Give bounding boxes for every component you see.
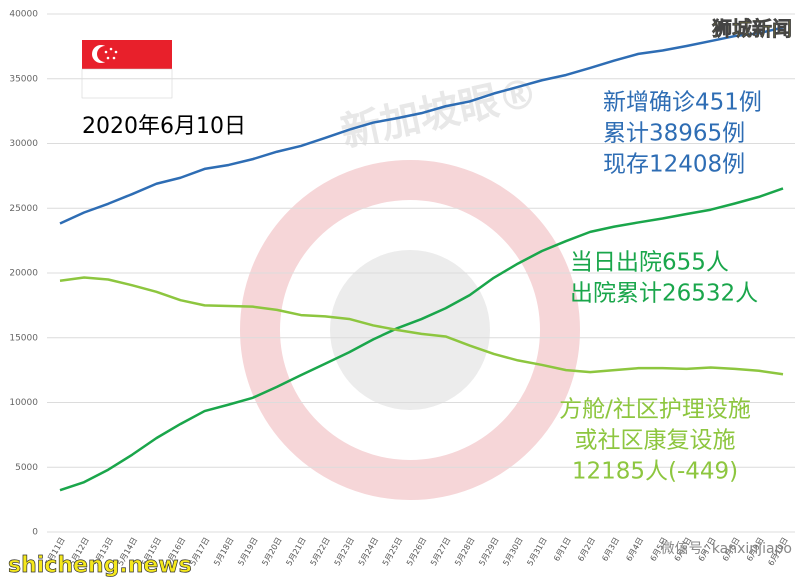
x-tick-label: 6月2日 xyxy=(576,536,597,563)
y-tick-label: 0 xyxy=(32,528,38,538)
x-tick-label: 5月18日 xyxy=(212,536,235,568)
x-tick-label: 5月20日 xyxy=(260,536,283,568)
date-label: 2020年6月10日 xyxy=(82,114,246,139)
y-tick-label: 5000 xyxy=(15,463,38,473)
y-tick-label: 15000 xyxy=(9,333,38,343)
annotation: 现存12408例 xyxy=(603,152,745,178)
y-tick-label: 30000 xyxy=(9,139,38,149)
x-tick-label: 6月3日 xyxy=(600,536,621,563)
y-tick-label: 20000 xyxy=(9,269,38,279)
annotation: 或社区康复设施 xyxy=(575,428,736,454)
annotation: 12185人(-449) xyxy=(572,459,738,485)
watermark: shicheng.news xyxy=(8,553,192,578)
watermark: 微信号: kanxinjiapo xyxy=(661,541,792,557)
watermark: 狮城新闻 xyxy=(712,17,792,41)
series-line xyxy=(59,276,784,376)
x-tick-label: 5月23日 xyxy=(333,536,356,568)
series-line xyxy=(59,187,784,492)
x-tick-label: 6月4日 xyxy=(624,536,645,563)
annotation: 出院累计26532人 xyxy=(570,281,758,307)
annotation: 方舱/社区护理设施 xyxy=(559,397,751,423)
x-tick-label: 6月1日 xyxy=(552,536,573,563)
y-tick-label: 35000 xyxy=(9,74,38,84)
x-tick-label: 5月29日 xyxy=(477,536,500,568)
y-tick-label: 25000 xyxy=(9,204,38,214)
x-tick-label: 5月22日 xyxy=(309,536,332,568)
x-tick-label: 5月31日 xyxy=(525,536,548,568)
x-tick-label: 5月28日 xyxy=(453,536,476,568)
watermark-logo xyxy=(240,160,580,500)
x-tick-label: 5月24日 xyxy=(357,536,380,568)
x-tick-label: 5月25日 xyxy=(381,536,404,568)
x-tick-label: 5月19日 xyxy=(236,536,259,568)
series-line xyxy=(59,26,784,225)
x-tick-label: 5月21日 xyxy=(284,536,307,568)
y-tick-label: 40000 xyxy=(9,10,38,20)
annotation: 当日出院655人 xyxy=(570,250,729,276)
annotation: 累计38965例 xyxy=(603,121,745,147)
flag xyxy=(81,40,173,99)
y-tick-label: 10000 xyxy=(9,398,38,408)
x-tick-label: 5月27日 xyxy=(429,536,452,568)
x-tick-label: 5月30日 xyxy=(501,536,524,568)
x-tick-label: 5月26日 xyxy=(405,536,428,568)
watermark-logo xyxy=(330,250,490,410)
annotation: 新增确诊451例 xyxy=(603,90,762,116)
